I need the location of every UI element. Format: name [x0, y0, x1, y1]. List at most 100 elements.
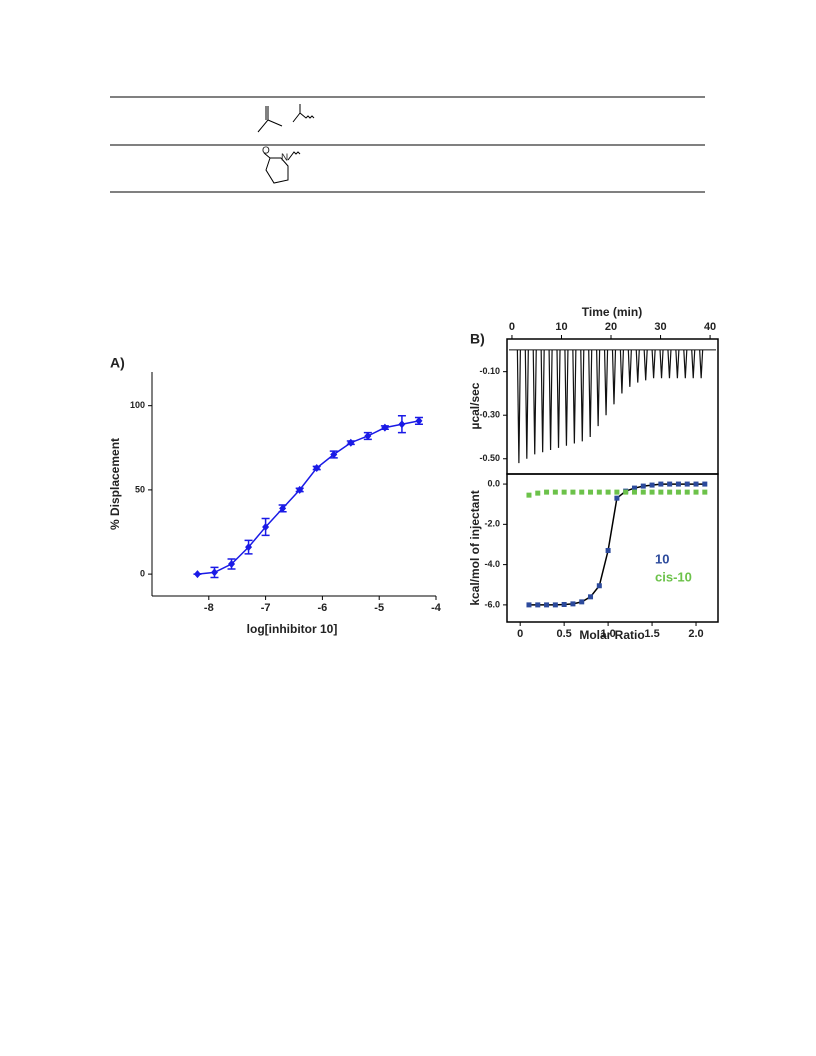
x-axis-label: Time (min)	[582, 305, 642, 319]
point	[262, 522, 270, 531]
injection-peak	[564, 349, 569, 446]
y-axis-label: % Displacement	[108, 438, 122, 530]
x-tick-label: 0	[517, 628, 523, 640]
injection-peak	[596, 349, 601, 427]
y-tick-label: 0	[140, 568, 145, 578]
point	[381, 423, 389, 432]
y-tick-label: 0.0	[487, 478, 500, 488]
x-tick-label: 30	[654, 321, 666, 333]
injection-peak	[516, 349, 521, 464]
point	[535, 490, 541, 496]
point	[631, 489, 637, 495]
y-tick-label: -0.10	[479, 366, 500, 376]
injection-peak	[691, 349, 696, 379]
point	[579, 489, 585, 495]
point	[640, 489, 646, 495]
point	[649, 489, 655, 495]
point	[364, 432, 372, 440]
table: O N	[110, 96, 705, 193]
point	[588, 489, 594, 495]
y-tick-label: -4.0	[484, 559, 500, 569]
point	[693, 489, 699, 495]
injection-peak	[627, 349, 632, 387]
injection-peak	[548, 349, 553, 451]
point	[210, 568, 218, 577]
y-tick-label: -0.30	[479, 410, 500, 420]
injection-peak	[588, 349, 593, 437]
x-tick-label: 2.0	[688, 628, 703, 640]
x-tick-label: -5	[374, 602, 384, 614]
injection-peak	[683, 349, 688, 379]
point	[552, 602, 558, 608]
point	[296, 485, 304, 494]
point	[684, 489, 690, 495]
structure	[257, 106, 283, 133]
y-tick-label: -2.0	[484, 519, 500, 529]
injection-peak	[603, 349, 609, 416]
point	[570, 489, 576, 495]
x-axis-label: log[inhibitor 10]	[247, 622, 338, 636]
point	[526, 492, 532, 498]
point	[631, 485, 637, 491]
point	[596, 583, 602, 589]
injection-peak	[675, 349, 680, 379]
injection-peak	[667, 349, 672, 379]
point	[561, 601, 567, 607]
x-tick-label: 20	[605, 321, 617, 333]
x-tick-label: -6	[318, 602, 328, 614]
point	[347, 438, 355, 447]
point	[330, 450, 338, 459]
structure	[263, 151, 301, 184]
point	[675, 489, 681, 495]
injection-peak	[580, 349, 585, 442]
point	[605, 548, 611, 554]
injection-peak	[524, 349, 529, 459]
point	[245, 543, 253, 552]
injection-peak	[619, 349, 625, 394]
point	[614, 489, 620, 495]
injection-peak	[659, 349, 664, 379]
x-tick-label: 0	[509, 321, 515, 333]
point	[623, 489, 629, 495]
atom-label: O	[262, 146, 270, 157]
point	[579, 599, 585, 605]
point	[614, 495, 620, 501]
atom-label: N	[281, 153, 288, 164]
point	[649, 482, 655, 488]
injection-peak	[572, 349, 577, 444]
panel-label: A)	[110, 355, 125, 371]
point	[640, 483, 646, 489]
x-tick-label: 40	[704, 321, 716, 333]
x-tick-label: 10	[555, 321, 567, 333]
point	[544, 489, 550, 495]
injection-peak	[643, 349, 648, 381]
x-tick-label: 1.0	[600, 628, 615, 640]
fit-line	[197, 420, 420, 575]
x-axis-label: Molar Ratio	[579, 628, 644, 642]
point	[313, 464, 321, 472]
point	[658, 489, 664, 495]
point	[561, 489, 567, 495]
y-axis-label: kcal/mol of injectant	[468, 490, 482, 605]
point	[535, 602, 541, 608]
point	[675, 481, 681, 487]
point	[526, 602, 532, 608]
y-tick-label: -6.0	[484, 599, 500, 609]
legend-label: 10	[655, 551, 669, 566]
x-tick-label: -4	[431, 602, 442, 614]
x-tick-label: -8	[204, 602, 214, 614]
point	[570, 601, 576, 607]
point	[544, 602, 550, 608]
injection-peak	[699, 349, 704, 379]
injection-peak	[532, 349, 537, 455]
point	[605, 489, 611, 495]
injection-peak	[635, 349, 640, 383]
legend-label: cis-10	[655, 569, 692, 584]
point	[658, 481, 664, 487]
x-tick-label: 1.5	[644, 628, 659, 640]
y-axis-label: µcal/sec	[468, 382, 482, 429]
structure	[292, 104, 315, 123]
injection-peak	[540, 349, 545, 453]
